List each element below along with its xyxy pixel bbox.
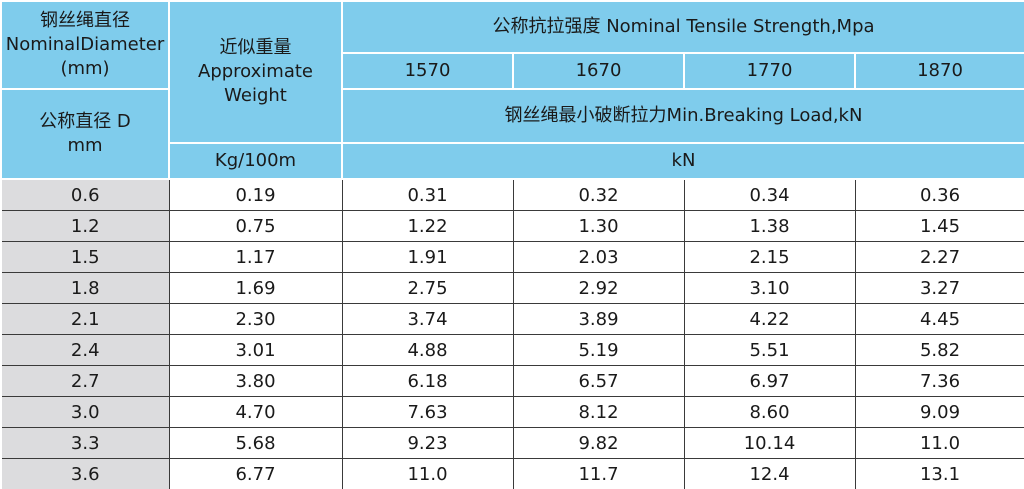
cell-breaking-load: 9.23 <box>342 428 513 459</box>
cell-weight: 0.19 <box>169 179 342 211</box>
header-diameter-en: NominalDiameter <box>2 33 168 57</box>
cell-diameter: 1.5 <box>1 242 169 273</box>
cell-breaking-load: 4.88 <box>342 335 513 366</box>
cell-weight: 1.17 <box>169 242 342 273</box>
cell-breaking-load: 12.4 <box>684 459 855 489</box>
header-diameter-unit: (mm) <box>2 57 168 81</box>
cell-diameter: 3.3 <box>1 428 169 459</box>
header-weight-en1: Approximate <box>170 60 341 84</box>
header-nominal-diameter-d: 公称直径 D mm <box>1 89 169 179</box>
cell-breaking-load: 7.63 <box>342 397 513 428</box>
cell-breaking-load: 0.32 <box>513 179 684 211</box>
cell-breaking-load: 1.22 <box>342 211 513 242</box>
cell-breaking-load: 0.34 <box>684 179 855 211</box>
cell-breaking-load: 11.0 <box>855 428 1024 459</box>
cell-breaking-load: 13.1 <box>855 459 1024 489</box>
cell-breaking-load: 7.36 <box>855 366 1024 397</box>
cell-breaking-load: 8.60 <box>684 397 855 428</box>
cell-breaking-load: 1.91 <box>342 242 513 273</box>
header-approximate-weight: 近似重量 Approximate Weight <box>169 1 342 143</box>
cell-diameter: 0.6 <box>1 179 169 211</box>
header-breaking-load: 钢丝绳最小破断拉力Min.Breaking Load,kN <box>342 89 1024 143</box>
cell-weight: 4.70 <box>169 397 342 428</box>
cell-breaking-load: 11.0 <box>342 459 513 489</box>
cell-breaking-load: 6.18 <box>342 366 513 397</box>
cell-breaking-load: 9.09 <box>855 397 1024 428</box>
cell-weight: 1.69 <box>169 273 342 304</box>
cell-breaking-load: 3.10 <box>684 273 855 304</box>
header-tensile-strength: 公称抗拉强度 Nominal Tensile Strength,Mpa <box>342 1 1024 53</box>
header-weight-unit: Kg/100m <box>169 143 342 179</box>
cell-diameter: 3.6 <box>1 459 169 489</box>
cell-breaking-load: 2.03 <box>513 242 684 273</box>
cell-diameter: 1.2 <box>1 211 169 242</box>
cell-breaking-load: 3.27 <box>855 273 1024 304</box>
cell-weight: 0.75 <box>169 211 342 242</box>
header-weight-zh: 近似重量 <box>170 36 341 60</box>
header-grade-1570: 1570 <box>342 53 513 89</box>
cell-diameter: 2.7 <box>1 366 169 397</box>
cell-breaking-load: 4.45 <box>855 304 1024 335</box>
cell-breaking-load: 5.19 <box>513 335 684 366</box>
cell-weight: 6.77 <box>169 459 342 489</box>
cell-breaking-load: 1.45 <box>855 211 1024 242</box>
header-grade-1670: 1670 <box>513 53 684 89</box>
cell-breaking-load: 5.51 <box>684 335 855 366</box>
cell-breaking-load: 4.22 <box>684 304 855 335</box>
cell-diameter: 3.0 <box>1 397 169 428</box>
cell-breaking-load: 2.27 <box>855 242 1024 273</box>
cell-breaking-load: 2.92 <box>513 273 684 304</box>
cell-weight: 3.01 <box>169 335 342 366</box>
cell-weight: 3.80 <box>169 366 342 397</box>
header-diameter-d-line2: mm <box>2 134 168 158</box>
cell-breaking-load: 2.75 <box>342 273 513 304</box>
cell-breaking-load: 9.82 <box>513 428 684 459</box>
cell-diameter: 2.4 <box>1 335 169 366</box>
cell-breaking-load: 10.14 <box>684 428 855 459</box>
cell-breaking-load: 11.7 <box>513 459 684 489</box>
cell-breaking-load: 6.97 <box>684 366 855 397</box>
cell-weight: 5.68 <box>169 428 342 459</box>
cell-breaking-load: 1.38 <box>684 211 855 242</box>
cell-diameter: 2.1 <box>1 304 169 335</box>
header-nominal-diameter: 钢丝绳直径 NominalDiameter (mm) <box>1 1 169 89</box>
cell-breaking-load: 0.31 <box>342 179 513 211</box>
header-weight-en2: Weight <box>170 84 341 108</box>
header-load-unit: kN <box>342 143 1024 179</box>
cell-breaking-load: 6.57 <box>513 366 684 397</box>
header-diameter-d-line1: 公称直径 D <box>2 110 168 134</box>
cell-breaking-load: 0.36 <box>855 179 1024 211</box>
cell-breaking-load: 2.15 <box>684 242 855 273</box>
cell-breaking-load: 8.12 <box>513 397 684 428</box>
header-diameter-zh: 钢丝绳直径 <box>2 9 168 33</box>
cell-weight: 2.30 <box>169 304 342 335</box>
cell-breaking-load: 1.30 <box>513 211 684 242</box>
cell-breaking-load: 3.74 <box>342 304 513 335</box>
header-grade-1770: 1770 <box>684 53 855 89</box>
cell-breaking-load: 5.82 <box>855 335 1024 366</box>
cell-diameter: 1.8 <box>1 273 169 304</box>
cell-breaking-load: 3.89 <box>513 304 684 335</box>
header-grade-1870: 1870 <box>855 53 1024 89</box>
